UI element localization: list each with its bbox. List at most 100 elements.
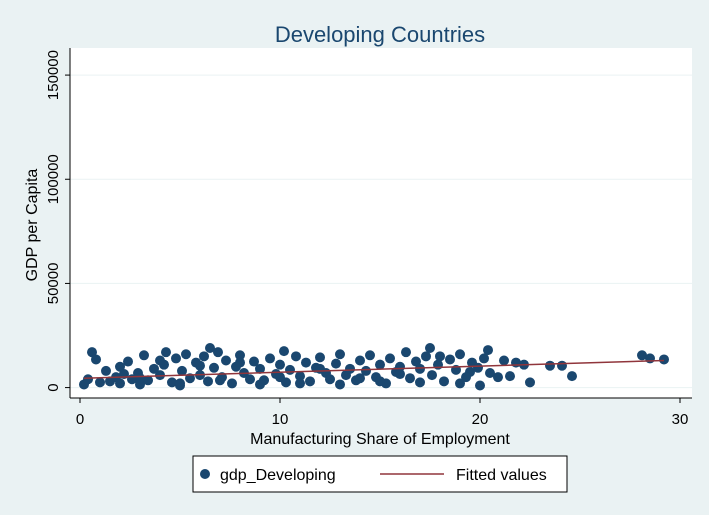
- point: [505, 371, 515, 382]
- point: [455, 349, 465, 360]
- legend-label: Fitted values: [456, 467, 547, 484]
- point: [335, 379, 345, 390]
- point: [405, 373, 415, 384]
- point: [355, 355, 365, 366]
- point: [485, 368, 495, 378]
- point: [275, 359, 285, 370]
- point: [275, 372, 285, 383]
- point: [91, 354, 101, 365]
- point: [421, 351, 431, 362]
- point: [291, 351, 301, 362]
- point: [285, 364, 295, 375]
- point: [315, 363, 325, 374]
- point: [375, 376, 385, 387]
- y-tick-label: 0: [45, 383, 62, 391]
- x-tick-label: 30: [672, 411, 689, 428]
- y-axis-title: GDP per Capita: [24, 169, 41, 282]
- point: [335, 349, 345, 360]
- point: [361, 365, 371, 376]
- point: [557, 360, 567, 371]
- point: [221, 355, 231, 366]
- point: [195, 360, 205, 371]
- point: [461, 372, 471, 383]
- point: [645, 353, 655, 364]
- point: [483, 345, 493, 356]
- point: [427, 370, 437, 381]
- point: [375, 359, 385, 370]
- point: [439, 376, 449, 387]
- point: [415, 363, 425, 374]
- point: [315, 352, 325, 363]
- point: [395, 369, 405, 380]
- y-tick-label: 50000: [45, 263, 62, 305]
- point: [123, 356, 133, 367]
- legend-label: gdp_Developing: [220, 467, 336, 484]
- point: [445, 354, 455, 365]
- x-tick-label: 0: [76, 411, 84, 428]
- point: [425, 343, 435, 353]
- point: [305, 376, 315, 387]
- y-tick-label: 150000: [45, 50, 62, 100]
- y-tick-label: 100000: [45, 154, 62, 204]
- point: [499, 355, 509, 366]
- point: [355, 373, 365, 384]
- point: [171, 353, 181, 364]
- plot-background: [70, 48, 692, 398]
- point: [411, 356, 421, 367]
- point: [155, 370, 165, 381]
- point: [227, 378, 237, 389]
- point: [87, 347, 97, 358]
- point: [473, 362, 483, 373]
- point: [199, 351, 209, 362]
- point: [139, 350, 149, 361]
- point: [479, 353, 489, 364]
- point: [101, 365, 111, 376]
- point: [167, 377, 177, 388]
- point: [295, 378, 305, 389]
- point: [213, 347, 223, 358]
- point: [401, 347, 411, 358]
- point: [135, 373, 145, 384]
- x-tick-label: 20: [472, 411, 489, 428]
- point: [155, 355, 165, 366]
- point: [435, 351, 445, 362]
- x-axis-title: Manufacturing Share of Employment: [250, 431, 510, 448]
- point: [83, 374, 93, 385]
- point: [365, 350, 375, 361]
- point: [161, 347, 171, 358]
- point: [325, 374, 335, 385]
- point: [659, 354, 669, 365]
- point: [235, 350, 245, 361]
- point: [455, 378, 465, 389]
- point: [493, 372, 503, 383]
- point: [295, 371, 305, 382]
- point: [95, 377, 105, 388]
- point: [415, 377, 425, 388]
- point: [301, 357, 311, 368]
- point: [545, 360, 555, 371]
- point: [279, 346, 289, 357]
- point: [215, 375, 225, 386]
- point: [205, 343, 215, 353]
- point: [567, 371, 577, 382]
- point: [331, 358, 341, 369]
- point: [203, 376, 213, 387]
- point: [115, 361, 125, 372]
- fitted-line: [83, 359, 665, 379]
- point: [255, 379, 265, 390]
- point: [177, 365, 187, 376]
- point: [143, 375, 153, 386]
- point: [475, 380, 485, 391]
- point: [385, 353, 395, 364]
- point: [637, 350, 647, 361]
- point: [235, 357, 245, 368]
- point: [209, 362, 219, 373]
- point: [255, 363, 265, 374]
- point: [525, 377, 535, 388]
- point: [181, 349, 191, 360]
- legend-marker: [200, 469, 210, 479]
- point: [149, 363, 159, 374]
- point: [175, 378, 185, 389]
- x-tick-label: 10: [272, 411, 289, 428]
